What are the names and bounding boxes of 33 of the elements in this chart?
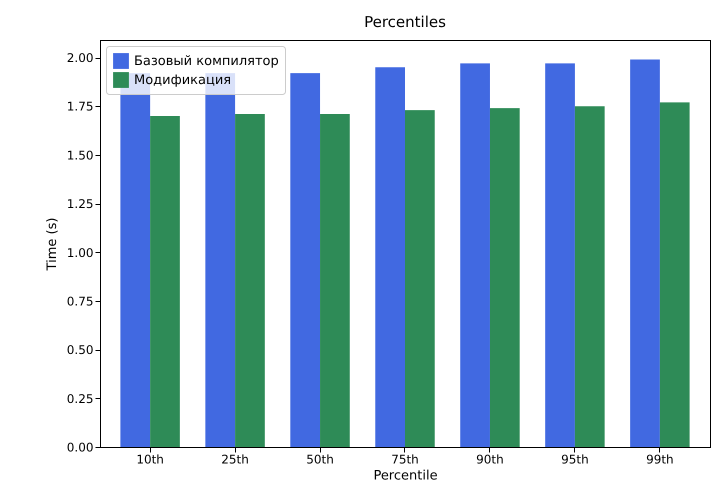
y-tick-label: 2.00 bbox=[66, 51, 94, 66]
chart-title: Percentiles bbox=[364, 13, 446, 31]
bar bbox=[150, 116, 180, 447]
bar bbox=[405, 110, 435, 447]
y-tick-label: 1.75 bbox=[66, 100, 94, 114]
legend-label: Базовый компилятор bbox=[134, 54, 279, 69]
bar bbox=[574, 106, 605, 447]
y-tick-label: 1.00 bbox=[66, 246, 94, 260]
bar bbox=[235, 114, 265, 447]
bar bbox=[460, 63, 490, 447]
bar bbox=[630, 59, 660, 447]
y-tick-label: 1.25 bbox=[66, 197, 94, 212]
x-tick-label: 95th bbox=[561, 452, 589, 466]
x-tick-label: 90th bbox=[476, 452, 504, 466]
bar bbox=[320, 114, 350, 447]
y-axis-title: Time (s) bbox=[44, 218, 60, 272]
bar bbox=[490, 108, 520, 447]
x-tick-label: 10th bbox=[136, 452, 164, 466]
y-tick-label: 1.50 bbox=[66, 148, 94, 162]
x-axis-title: Percentile bbox=[373, 468, 438, 484]
bar bbox=[660, 102, 690, 447]
y-tick-label: 0.75 bbox=[66, 294, 94, 308]
x-tick-label: 99th bbox=[646, 452, 674, 466]
bar bbox=[290, 73, 320, 447]
x-tick-label: 50th bbox=[306, 452, 334, 466]
x-tick-label: 25th bbox=[221, 452, 249, 466]
bar bbox=[545, 63, 575, 447]
y-tick-label: 0.50 bbox=[66, 343, 94, 358]
y-tick-label: 0.25 bbox=[66, 392, 94, 406]
y-tick-label: 0.00 bbox=[66, 440, 94, 454]
legend-label: Модификация bbox=[134, 73, 232, 88]
bar bbox=[375, 67, 405, 447]
x-tick-label: 75th bbox=[391, 452, 419, 466]
